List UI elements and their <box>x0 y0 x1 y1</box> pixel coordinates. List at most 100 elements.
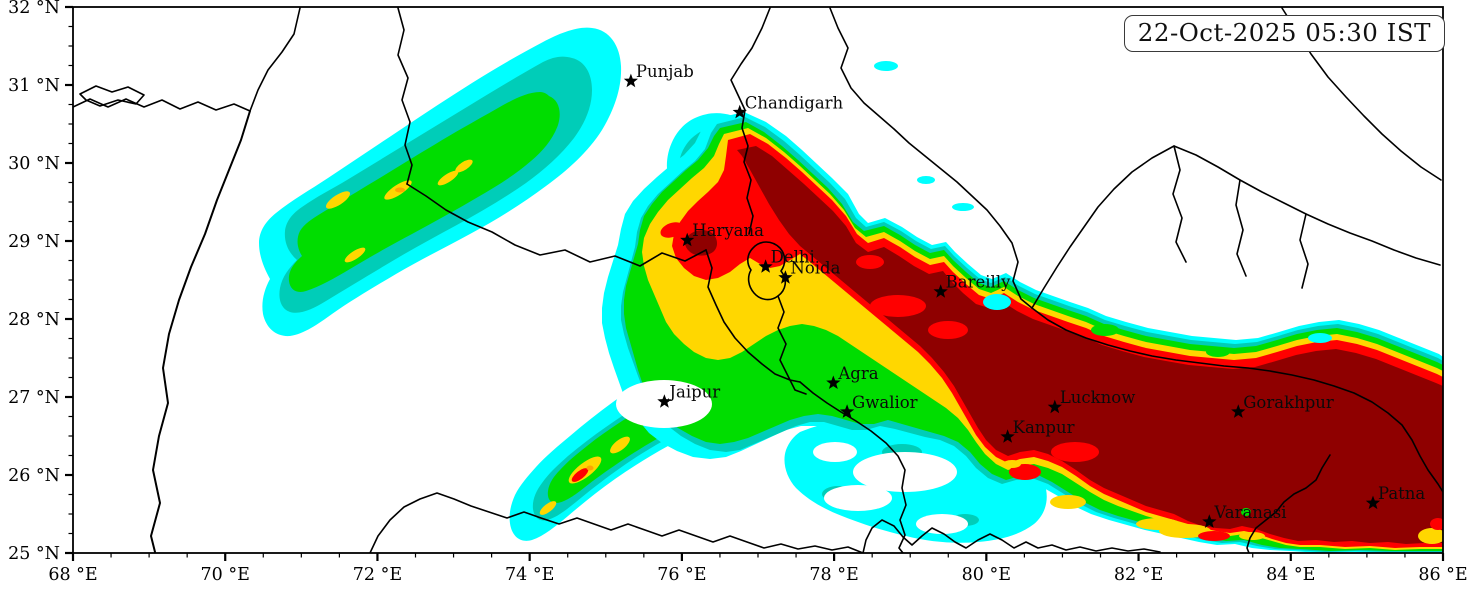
city-marker-varanasi: Varanasi <box>1202 503 1287 528</box>
contour-aravalli-orange-spot <box>586 465 594 471</box>
x-axis-tick-label: 74 °E <box>505 565 554 585</box>
contour-foothill-cyan-notch <box>983 294 1011 310</box>
y-axis-tick-label: 29 °N <box>8 232 60 252</box>
city-label: Delhi <box>771 248 815 267</box>
x-axis-tick-label: 72 °E <box>353 565 402 585</box>
star-icon <box>839 404 855 418</box>
city-label: Punjab <box>636 62 694 81</box>
timestamp-label: 22-Oct-2025 05:30 IST <box>1137 18 1431 47</box>
x-axis-tick-label: 86 °E <box>1418 565 1467 585</box>
contour-mountain-cyan-patch <box>874 61 898 71</box>
city-marker-patna: Patna <box>1365 484 1425 510</box>
state-boundary-nepal-internal <box>1299 213 1309 289</box>
star-icon <box>1231 404 1246 418</box>
contour-darkred-red-mottle <box>1051 442 1099 462</box>
city-label: Agra <box>837 364 878 383</box>
y-axis-tick-label: 26 °N <box>8 466 60 486</box>
city-marker-chandigarh: Chandigarh <box>732 93 844 119</box>
city-marker-haryana: Haryana <box>680 221 764 247</box>
state-boundary-nepal-internal <box>1235 179 1247 277</box>
state-boundary-punjab-himachal <box>397 7 413 185</box>
city-label: Varanasi <box>1213 503 1286 522</box>
contour-darkred-red-mottle <box>856 255 884 269</box>
city-label: Lucknow <box>1060 388 1136 407</box>
state-boundary-nepal-west <box>1031 145 1441 309</box>
star-icon <box>1047 399 1062 414</box>
contour-corner-yellow <box>1418 528 1443 544</box>
contour-darkred-red-mottle <box>1009 464 1041 480</box>
contour-nw-yellow-streak <box>325 191 351 209</box>
contour-foothill-green-pocket <box>1206 347 1230 357</box>
x-axis-tick-label: 78 °E <box>809 565 858 585</box>
city-label: Gwalior <box>852 393 918 412</box>
city-marker-noida: Noida <box>778 259 841 284</box>
y-axis-tick-label: 30 °N <box>8 154 60 174</box>
star-icon <box>1365 495 1381 510</box>
city-marker-delhi: Delhi <box>758 248 815 273</box>
contour-darkred-red-mottle <box>928 321 968 339</box>
state-boundary-nepal-internal <box>1172 145 1187 263</box>
x-axis-tick-label: 82 °E <box>1114 565 1163 585</box>
x-axis-labels: 68 °E 70 °E 72 °E 74 °E 76 °E 78 °E 80 °E 82 °E… <box>48 565 1467 585</box>
state-boundary-nepal-south <box>1031 307 1443 493</box>
star-icon <box>758 259 773 273</box>
city-marker-gorakhpur: Gorakhpur <box>1231 393 1334 418</box>
state-boundary-up-mp <box>862 519 1161 553</box>
y-axis-labels: 25 °N 26 °N 27 °N 28 °N 29 °N 30 °N 31 °N 32 °N <box>8 0 60 564</box>
star-icon <box>680 232 695 247</box>
contour-darkred-red-mottle <box>870 295 926 317</box>
star-icon <box>1202 514 1217 528</box>
state-boundary-rajasthan-mp <box>369 492 864 553</box>
white-hole <box>916 514 968 534</box>
contour-nw-orange-spot <box>395 187 405 193</box>
y-axis-tick-label: 32 °N <box>8 0 60 18</box>
contour-darkred-yellow-mottle <box>1003 460 1021 468</box>
state-boundary-himalaya-foothills <box>829 7 1033 309</box>
y-axis-tick-label: 25 °N <box>8 544 60 564</box>
contour-foothill-green-pocket <box>1091 324 1119 336</box>
contour-haryana-red-patch <box>660 222 684 238</box>
city-label: Noida <box>790 259 840 278</box>
contour-mountain-cyan-patch <box>917 176 935 184</box>
contour-foothill-cyan-notch <box>1308 333 1332 343</box>
y-axis-ticks <box>65 5 73 555</box>
x-axis-tick-label: 76 °E <box>657 565 706 585</box>
state-boundary-bihar-river <box>1246 454 1331 553</box>
city-label: Patna <box>1378 484 1425 503</box>
contour-aravalli-yellow-streak <box>610 436 630 454</box>
contour-darkred-yellow-mottle <box>1050 495 1086 509</box>
contour-main-plume-darkred <box>737 146 1443 544</box>
white-hole <box>674 466 746 498</box>
star-icon <box>826 375 841 389</box>
x-axis-ticks <box>71 553 1445 561</box>
contour-haryana-darkred-pocket <box>685 230 718 256</box>
x-axis-tick-label: 70 °E <box>201 565 250 585</box>
timestamp-badge: 22-Oct-2025 05:30 IST <box>1123 15 1445 52</box>
state-boundary-northwest-up <box>249 7 301 112</box>
contour-nw-band-green <box>288 92 560 292</box>
contour-nw-yellow-streak <box>455 159 473 173</box>
x-axis-tick-label: 84 °E <box>1266 565 1315 585</box>
international-border-west <box>150 110 251 553</box>
x-axis-tick-label: 68 °E <box>48 565 97 585</box>
state-boundary-kashmir-blob <box>79 85 145 107</box>
star-icon <box>732 104 747 119</box>
state-boundary-yamuna <box>777 295 807 395</box>
city-label: Chandigarh <box>745 93 844 112</box>
white-hole <box>813 442 857 462</box>
state-boundary-haryana-south <box>705 249 801 383</box>
state-boundary-chandigarh <box>730 7 771 235</box>
state-boundary-gwalior <box>799 381 907 553</box>
contour-aravalli-red-streak <box>571 468 589 482</box>
city-label: Haryana <box>692 221 764 240</box>
city-marker-gwalior: Gwalior <box>839 393 918 418</box>
city-marker-kanpur: Kanpur <box>1000 418 1075 443</box>
contour-darkred-yellow-mottle <box>1159 524 1211 538</box>
contour-aravalli-yellow-streak <box>539 501 557 515</box>
y-axis-tick-label: 31 °N <box>8 76 60 96</box>
y-axis-tick-label: 28 °N <box>8 310 60 330</box>
contour-nw-yellow-streak <box>344 247 366 263</box>
